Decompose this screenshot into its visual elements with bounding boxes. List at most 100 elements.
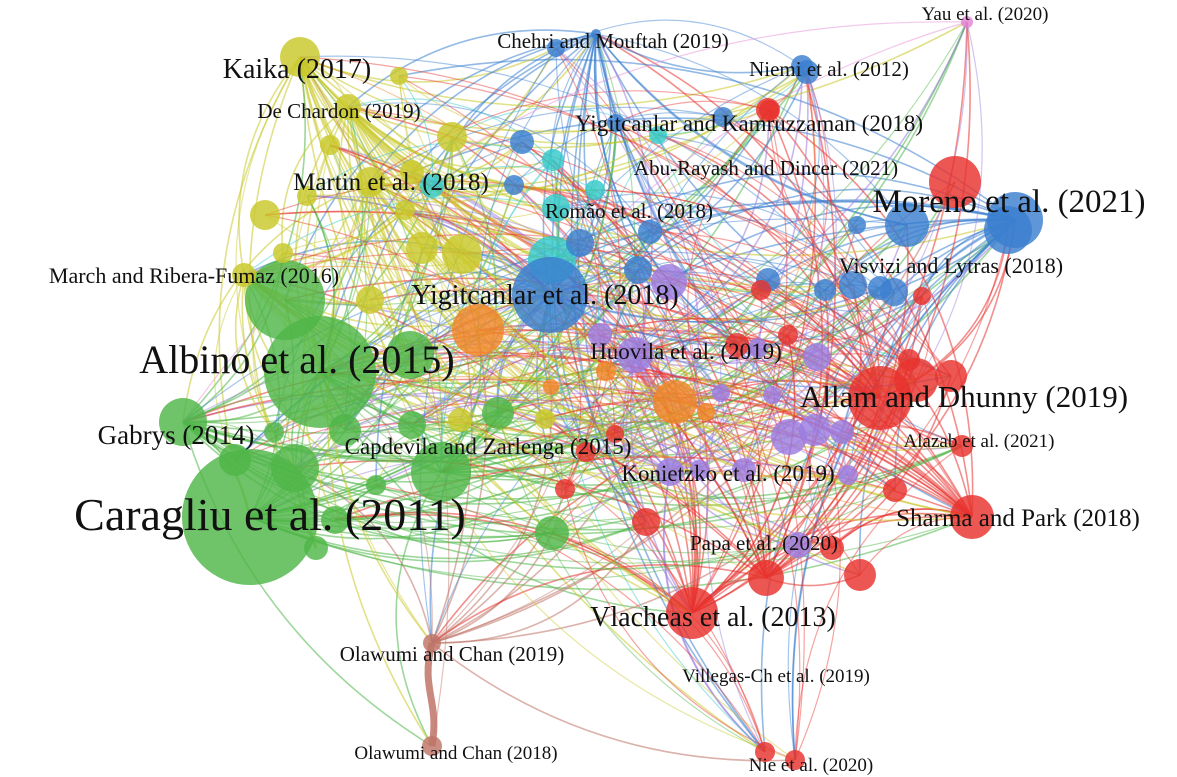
node-bubble[interactable]	[883, 478, 907, 502]
node-bubble[interactable]	[400, 160, 424, 184]
node-niemi[interactable]	[791, 55, 813, 77]
node-bubble[interactable]	[848, 216, 866, 234]
node-bubble[interactable]	[264, 422, 284, 442]
node-bubble[interactable]	[398, 411, 426, 439]
node-bubble[interactable]	[588, 323, 612, 347]
label-villegas[interactable]: Villegas-Ch et al. (2019)	[682, 666, 870, 687]
label-huovila[interactable]: Huovila et al. (2019)	[590, 339, 782, 364]
node-bubble[interactable]	[803, 343, 831, 371]
node-bubble[interactable]	[778, 325, 798, 345]
node-olaw2019[interactable]	[423, 634, 441, 652]
node-bubble[interactable]	[504, 175, 524, 195]
node-bubble[interactable]	[898, 349, 920, 371]
node-bubble[interactable]	[576, 442, 596, 462]
node-konietzko[interactable]	[656, 458, 684, 486]
node-bubble[interactable]	[273, 243, 293, 263]
label-nie[interactable]: Nie et al. (2020)	[749, 755, 874, 776]
label-dechardon[interactable]: De Chardon (2019)	[257, 99, 420, 123]
node-bubble[interactable]	[606, 425, 624, 443]
node-bubble[interactable]	[785, 750, 805, 770]
node-nie[interactable]	[755, 742, 775, 762]
label-alazab[interactable]: Alazab et al. (2021)	[904, 431, 1055, 452]
node-bubble[interactable]	[751, 280, 771, 300]
node-yigitkam[interactable]	[713, 107, 733, 127]
node-bubble[interactable]	[321, 506, 349, 534]
label-gabrys[interactable]: Gabrys (2014)	[98, 420, 255, 450]
node-bubble[interactable]	[356, 286, 384, 314]
label-caragliu[interactable]: Caragliu et al. (2011)	[74, 489, 466, 540]
node-bubble[interactable]	[771, 419, 807, 455]
node-vlacheas[interactable]	[666, 587, 718, 639]
label-vlacheas[interactable]: Vlacheas et al. (2013)	[590, 602, 836, 633]
label-moreno[interactable]: Moreno et al. (2021)	[872, 184, 1145, 220]
node-bubble[interactable]	[585, 180, 605, 200]
node-bubble[interactable]	[406, 232, 438, 264]
label-yigitkam[interactable]: Yigitcanlar and Kamruzzaman (2018)	[575, 111, 923, 136]
node-papa[interactable]	[785, 532, 811, 558]
node-bubble[interactable]	[542, 149, 564, 171]
node-bubble[interactable]	[838, 465, 858, 485]
node-bubble[interactable]	[763, 386, 781, 404]
node-allam[interactable]	[848, 366, 912, 430]
node-bubble[interactable]	[830, 420, 854, 444]
node-bubble[interactable]	[624, 256, 652, 284]
node-bubble[interactable]	[748, 338, 768, 358]
label-march[interactable]: March and Ribera-Fumaz (2016)	[49, 263, 339, 288]
node-bubble[interactable]	[725, 333, 749, 357]
node-dechardon[interactable]	[335, 94, 361, 120]
label-olaw2018[interactable]: Olawumi and Chan (2018)	[354, 743, 557, 764]
node-yau[interactable]	[961, 16, 973, 28]
label-sharma[interactable]: Sharma and Park (2018)	[896, 505, 1140, 532]
node-bubble[interactable]	[651, 264, 687, 300]
label-romao[interactable]: Romão et al. (2018)	[545, 199, 713, 223]
node-bubble[interactable]	[482, 397, 514, 429]
node-bubble[interactable]	[366, 475, 386, 495]
label-kaika[interactable]: Kaika (2017)	[223, 54, 372, 85]
node-bubble[interactable]	[690, 460, 710, 480]
node-huovila[interactable]	[617, 337, 653, 373]
node-bubble[interactable]	[535, 516, 569, 550]
node-march[interactable]	[232, 263, 256, 287]
node-bubble[interactable]	[320, 135, 340, 155]
node-bubble[interactable]	[712, 384, 730, 402]
node-caragliu[interactable]	[182, 449, 318, 585]
node-bubble[interactable]	[566, 229, 594, 257]
node-bubble[interactable]	[395, 200, 415, 220]
node-bubble[interactable]	[632, 508, 660, 536]
node-bubble[interactable]	[820, 536, 844, 560]
node-visvizi[interactable]	[839, 271, 867, 299]
node-olaw2018[interactable]	[422, 736, 442, 756]
node-aburayash[interactable]	[756, 98, 780, 122]
node-bubble[interactable]	[420, 174, 444, 198]
label-papa[interactable]: Papa et al. (2020)	[690, 531, 838, 555]
node-bubble[interactable]	[448, 408, 472, 432]
node-bubble[interactable]	[844, 559, 876, 591]
node-bubble[interactable]	[386, 331, 434, 379]
label-aburayash[interactable]: Abu-Rayash and Dincer (2021)	[634, 156, 898, 180]
label-martin[interactable]: Martin et al. (2018)	[293, 169, 489, 196]
label-visvizi[interactable]: Visvizi and Lytras (2018)	[839, 253, 1063, 278]
node-bubble[interactable]	[885, 203, 929, 247]
node-bubble[interactable]	[555, 479, 575, 499]
label-albino[interactable]: Albino et al. (2015)	[139, 337, 455, 382]
node-bubble[interactable]	[510, 130, 534, 154]
node-bubble[interactable]	[799, 414, 831, 446]
label-yigit2018[interactable]: Yigitcanlar et al. (2018)	[411, 280, 678, 311]
node-sharma[interactable]	[950, 495, 994, 539]
node-moreno[interactable]	[987, 192, 1043, 248]
label-niemi[interactable]: Niemi et al. (2012)	[749, 57, 909, 81]
node-chehri[interactable]	[591, 29, 601, 39]
label-olaw2019[interactable]: Olawumi and Chan (2019)	[340, 642, 565, 666]
node-gabrys[interactable]	[159, 398, 207, 446]
node-bubble[interactable]	[697, 403, 715, 421]
node-bubble[interactable]	[437, 122, 467, 152]
node-bubble[interactable]	[913, 287, 931, 305]
node-bubble[interactable]	[929, 156, 981, 208]
node-villegas[interactable]	[748, 560, 784, 596]
node-romao[interactable]	[542, 194, 570, 222]
node-bubble[interactable]	[442, 234, 482, 274]
node-albino[interactable]	[264, 316, 376, 428]
node-bubble[interactable]	[452, 304, 504, 356]
node-capdevila[interactable]	[411, 442, 471, 502]
node-bubble[interactable]	[297, 186, 317, 206]
